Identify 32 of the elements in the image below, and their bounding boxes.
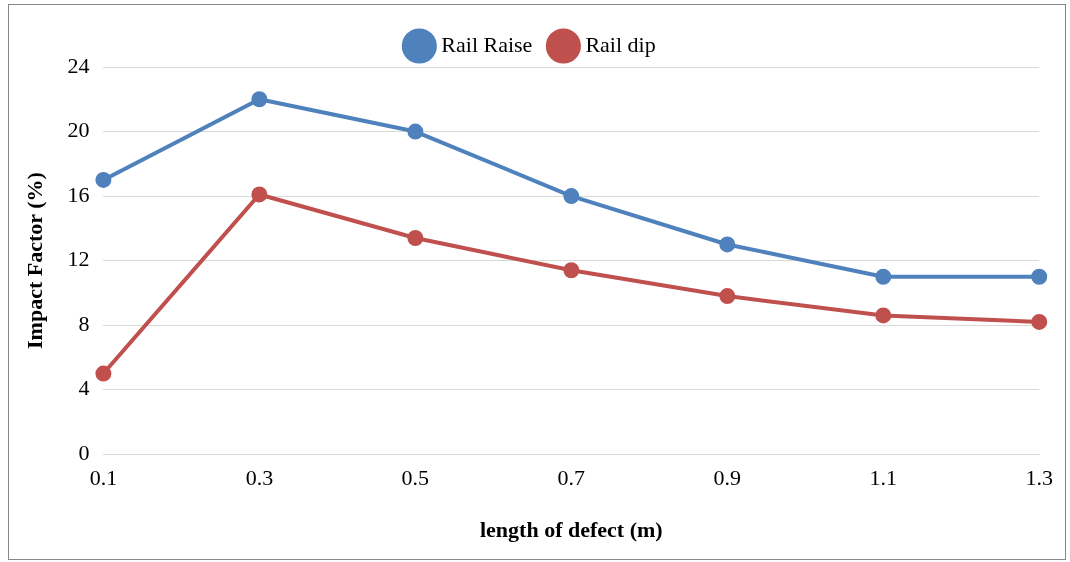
point (407, 123, 424, 140)
x-tick-label: 1.1 (869, 465, 898, 491)
x-tick-label: 0.3 (245, 465, 274, 491)
y-axis-title: Impact Factor (%) (21, 172, 47, 349)
point (719, 236, 736, 253)
x-tick-label: 0.7 (557, 465, 586, 491)
y-tick-label: 20 (67, 117, 90, 143)
y-tick-label: 24 (67, 52, 90, 78)
point (251, 186, 268, 203)
point (95, 171, 112, 188)
x-tick-label: 1.3 (1025, 465, 1053, 491)
point (407, 230, 424, 247)
y-tick-label: 16 (67, 181, 90, 207)
point (719, 288, 736, 305)
point (875, 307, 892, 324)
x-tick-label: 0.5 (401, 465, 430, 491)
legend-label: Rail dip (585, 31, 656, 57)
point (1031, 268, 1048, 285)
x-axis-title: length of defect (m) (479, 517, 663, 543)
point (251, 91, 268, 108)
y-tick-label: 4 (78, 375, 90, 401)
point (95, 365, 112, 382)
point (563, 188, 580, 205)
y-tick-label: 12 (67, 246, 90, 272)
point (1031, 313, 1048, 330)
y-tick-label: 0 (78, 439, 90, 465)
point (563, 262, 580, 279)
x-tick-label: 0.1 (89, 465, 118, 491)
x-tick-label: 0.9 (713, 465, 742, 491)
point (875, 268, 892, 285)
y-tick-label: 8 (78, 310, 90, 336)
legend-label: Rail Raise (441, 31, 533, 57)
